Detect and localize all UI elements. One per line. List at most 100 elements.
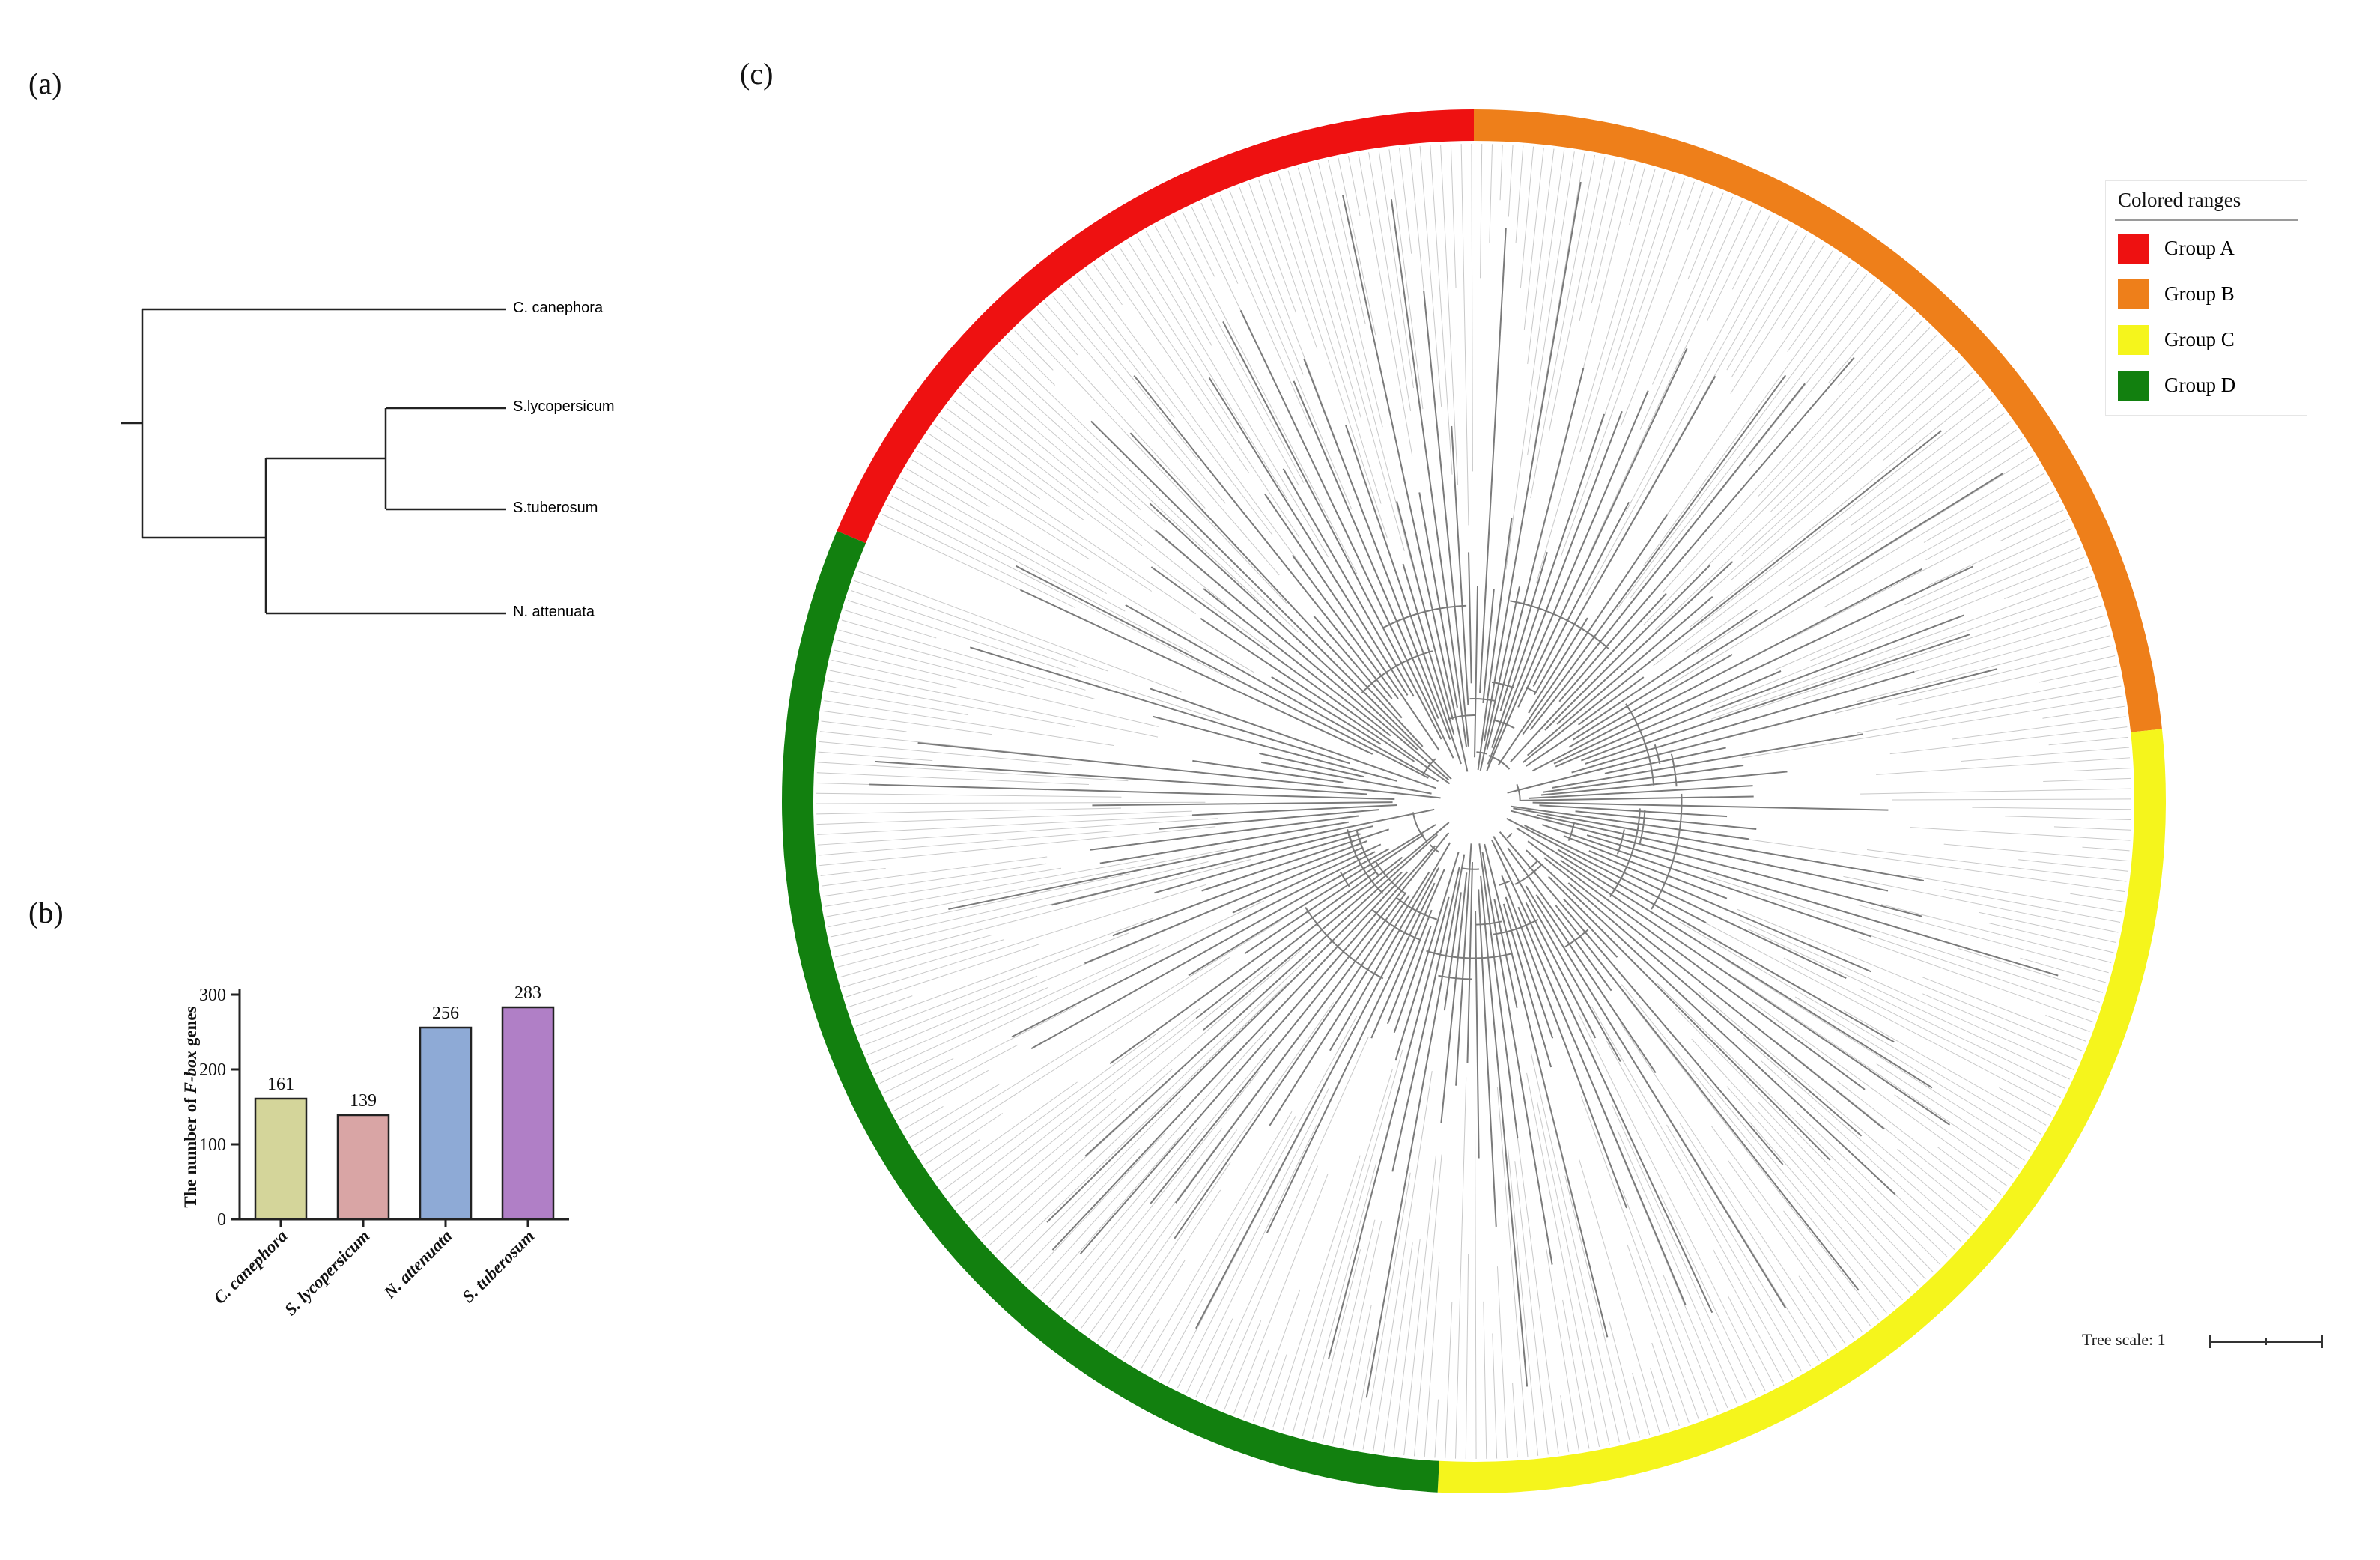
- branch: [1154, 833, 1361, 894]
- leaf-line: [934, 425, 1041, 500]
- branch-arc: [1651, 793, 1683, 910]
- leaf-line: [2004, 566, 2089, 600]
- branch: [1487, 410, 1623, 765]
- branch: [1568, 654, 1733, 748]
- leaf-line: [1114, 1189, 1221, 1353]
- leaf-line: [986, 359, 1167, 524]
- legend-label: Group B: [2164, 282, 2235, 305]
- leaf-line: [1136, 236, 1329, 557]
- leaf-line: [1508, 1149, 1539, 1456]
- branch: [1532, 502, 1630, 687]
- leaf-line: [1857, 937, 2094, 1022]
- branch: [1402, 563, 1455, 735]
- branch: [1483, 181, 1582, 742]
- leaf-line: [1838, 306, 1907, 386]
- leaf-line: [1150, 1116, 1296, 1374]
- branch: [1015, 565, 1429, 779]
- leaf-line: [1843, 875, 2119, 933]
- leaf-line: [1972, 807, 2131, 810]
- group-b-arc: [1474, 109, 2162, 732]
- leaf-line: [1017, 1148, 1141, 1275]
- branch-arc: [1616, 829, 1625, 855]
- branch-arc: [1348, 833, 1353, 843]
- branch-arc: [1382, 604, 1467, 628]
- leaf-line: [1526, 1072, 1600, 1447]
- branch: [1479, 228, 1507, 693]
- tree-leaf-lines: [816, 144, 2131, 1459]
- branch: [1370, 869, 1445, 1039]
- leaf-line: [1687, 192, 1724, 279]
- branch: [1451, 425, 1469, 705]
- branch: [1499, 552, 1548, 711]
- leaf-line: [834, 649, 1159, 727]
- leaf-line: [1214, 1165, 1318, 1406]
- branch: [1482, 589, 1495, 704]
- branch: [1527, 840, 1866, 1090]
- branch: [1477, 517, 1513, 770]
- leaf-line: [1944, 889, 2121, 923]
- branch: [1478, 889, 1497, 1227]
- leaf-line: [1515, 145, 1524, 243]
- leaf-line: [823, 863, 1047, 897]
- branch: [1479, 586, 1520, 771]
- leaf-line: [1600, 178, 1685, 426]
- leaf-line: [959, 392, 1227, 605]
- branch-arc: [1429, 844, 1439, 853]
- leaf-line: [1430, 145, 1453, 475]
- leaf-line: [827, 679, 1075, 727]
- leaf-line: [816, 792, 1122, 798]
- leaf-line: [844, 610, 937, 639]
- branch: [1553, 565, 1973, 765]
- branch: [1133, 374, 1393, 699]
- branch: [1046, 871, 1403, 1223]
- leaf-line: [1159, 1016, 1358, 1380]
- branch: [1563, 898, 1618, 958]
- branch: [1313, 615, 1403, 719]
- leaf-line: [1609, 1321, 1640, 1438]
- leaf-line: [914, 920, 1282, 1147]
- leaf-line: [1643, 327, 1931, 625]
- leaf-line: [1358, 154, 1413, 456]
- leaf-line: [1616, 273, 1868, 610]
- leaf-line: [1897, 1149, 1982, 1219]
- leaf-line: [1730, 244, 1825, 394]
- leaf-line: [1708, 364, 1966, 593]
- leaf-line: [828, 848, 1232, 928]
- leaf-line: [1629, 166, 1646, 225]
- leaf-line: [1588, 205, 1752, 554]
- branch: [1491, 839, 1713, 1314]
- leaf-line: [843, 939, 1004, 988]
- branch: [1090, 420, 1452, 780]
- leaf-line: [1523, 147, 1544, 330]
- leaf-line: [1560, 181, 1695, 557]
- leaf-line: [1278, 173, 1382, 504]
- branch: [1563, 835, 1728, 899]
- leaf-line: [819, 731, 1051, 757]
- branch: [1533, 375, 1716, 696]
- leaf-line: [1248, 183, 1296, 313]
- leaf-line: [847, 600, 1221, 720]
- leaf-line: [825, 867, 1062, 907]
- leaf-line: [2000, 509, 2064, 542]
- leaf-line: [1003, 983, 1287, 1261]
- leaf-line: [820, 867, 886, 876]
- leaf-line: [1898, 655, 2116, 705]
- group-a-swatch: [2118, 234, 2149, 264]
- leaf-line: [953, 399, 1143, 547]
- leaf-line: [1205, 1037, 1369, 1402]
- leaf-line: [989, 1081, 1169, 1246]
- branch: [1266, 882, 1436, 1234]
- branch: [1020, 589, 1373, 755]
- leaf-line: [1177, 1087, 1330, 1388]
- branch: [1526, 849, 1896, 1195]
- branch: [1264, 493, 1440, 751]
- leaf-line: [1119, 247, 1239, 433]
- branch-arc: [1514, 864, 1542, 885]
- tree-scale-label: Tree scale: 1: [2082, 1330, 2166, 1349]
- branch: [1150, 688, 1436, 789]
- group-b-swatch: [2118, 279, 2149, 309]
- leaf-line: [1923, 473, 2044, 543]
- leaf-line: [1527, 148, 1555, 365]
- branch: [1455, 843, 1472, 1086]
- leaf-line: [1783, 957, 2061, 1099]
